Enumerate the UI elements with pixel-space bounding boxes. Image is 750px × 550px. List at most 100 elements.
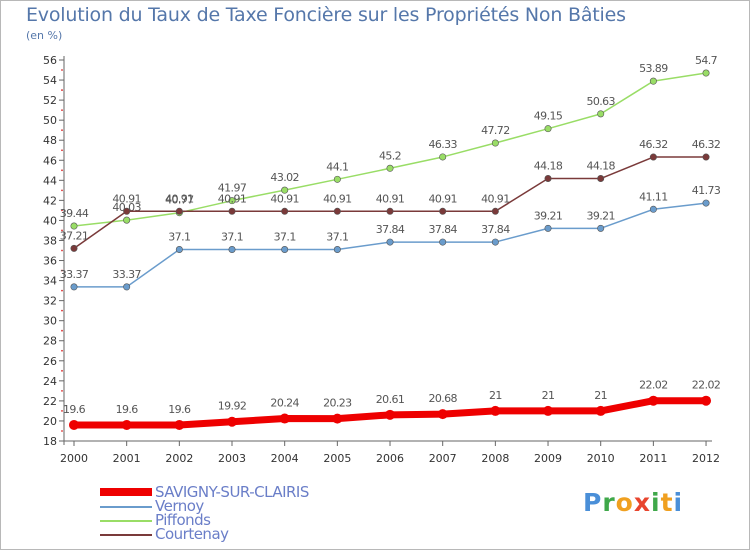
- legend-swatch-vernoy: [100, 506, 152, 508]
- data-point: [70, 283, 78, 291]
- legend-swatch-piffonds: [100, 520, 152, 522]
- y-tick-label: 22: [43, 395, 57, 408]
- data-point: [281, 186, 289, 194]
- legend-swatch-courtenay: [100, 534, 152, 536]
- y-axis-unit-label: (en %): [26, 29, 63, 42]
- y-tick-label: 56: [43, 54, 57, 67]
- logo-letter: i: [673, 488, 684, 517]
- data-point: [437, 409, 448, 420]
- data-label: 21: [594, 389, 607, 402]
- data-point: [228, 197, 236, 205]
- data-label: 40.77: [165, 194, 194, 207]
- logo-letter: P: [583, 488, 603, 517]
- data-label: 19.92: [218, 400, 247, 413]
- data-label: 39.44: [60, 207, 89, 220]
- data-point: [544, 175, 552, 183]
- logo-letter: r: [602, 488, 616, 517]
- data-point: [69, 419, 79, 430]
- data-label: 40.91: [481, 192, 510, 205]
- data-label: 49.15: [534, 110, 563, 123]
- y-minor-tick: [61, 89, 63, 91]
- data-point: [597, 224, 605, 232]
- data-label: 21: [542, 389, 555, 402]
- y-minor-tick: [61, 249, 63, 252]
- y-tick-label: 48: [43, 134, 57, 147]
- data-point: [597, 175, 605, 183]
- data-point: [281, 245, 289, 253]
- data-label: 41.11: [639, 190, 668, 203]
- data-label: 53.89: [639, 62, 668, 75]
- x-tick-label: 2010: [587, 452, 615, 465]
- y-minor-tick: [61, 410, 63, 412]
- data-point: [543, 405, 554, 416]
- data-point: [121, 419, 132, 430]
- x-tick-label: 2005: [323, 452, 351, 465]
- y-tick-label: 50: [43, 114, 57, 127]
- data-label: 20.23: [323, 397, 352, 410]
- data-point: [386, 238, 394, 246]
- y-tick-label: 46: [43, 154, 57, 167]
- y-tick-label: 54: [43, 74, 57, 87]
- data-point: [333, 175, 341, 183]
- data-label: 37.1: [221, 230, 243, 243]
- y-minor-tick: [61, 269, 63, 272]
- data-point: [491, 207, 499, 215]
- y-tick-label: 34: [43, 275, 57, 288]
- x-tick-label: 2011: [639, 452, 667, 465]
- y-minor-tick: [61, 69, 63, 71]
- data-label: 40.91: [165, 192, 194, 205]
- data-point: [595, 405, 606, 416]
- data-label: 37.1: [168, 230, 190, 243]
- proxiti-logo: Proxiti: [583, 488, 683, 517]
- data-label: 40.91: [112, 192, 141, 205]
- y-minor-tick: [61, 309, 63, 312]
- y-tick-label: 44: [43, 174, 57, 187]
- y-tick-label: 42: [43, 194, 57, 207]
- data-label: 37.84: [428, 223, 457, 236]
- data-point: [386, 207, 394, 215]
- data-label: 37.1: [326, 230, 348, 243]
- y-minor-tick: [61, 369, 63, 372]
- y-tick-label: 32: [43, 295, 57, 308]
- data-point: [648, 395, 659, 406]
- data-point: [123, 283, 131, 291]
- data-point: [491, 139, 499, 147]
- data-label: 40.91: [428, 192, 457, 205]
- data-label: 22.02: [692, 379, 721, 392]
- data-point: [597, 110, 605, 118]
- data-label: 41.97: [218, 182, 247, 195]
- data-label: 37.1: [274, 230, 296, 243]
- data-label: 20.61: [376, 393, 405, 406]
- data-point: [649, 205, 657, 213]
- data-label: 19.6: [168, 403, 191, 416]
- data-label: 40.91: [323, 192, 352, 205]
- data-label: 37.84: [376, 223, 405, 236]
- data-point: [174, 419, 185, 430]
- y-tick-label: 38: [43, 234, 57, 247]
- y-minor-tick: [61, 289, 63, 292]
- data-label: 50.63: [586, 95, 615, 108]
- y-tick-label: 24: [43, 375, 57, 388]
- y-tick-label: 36: [43, 255, 57, 268]
- data-label: 20.24: [270, 397, 299, 410]
- y-tick-label: 26: [43, 355, 57, 368]
- data-point: [123, 216, 131, 224]
- data-label: 33.37: [112, 268, 141, 281]
- data-label: 19.6: [116, 403, 139, 416]
- y-tick-label: 28: [43, 335, 57, 348]
- legend-swatch-savigny: [100, 488, 152, 496]
- data-point: [332, 413, 343, 424]
- y-minor-tick: [61, 209, 63, 212]
- y-tick-label: 20: [43, 415, 57, 428]
- data-point: [702, 153, 710, 161]
- x-tick-label: 2007: [429, 452, 457, 465]
- logo-letter: i: [651, 488, 661, 517]
- y-minor-tick: [61, 129, 63, 132]
- data-label: 40.91: [218, 192, 247, 205]
- data-label: 45.2: [379, 149, 401, 162]
- logo-letter: o: [615, 488, 634, 517]
- logo-letter: x: [633, 488, 651, 517]
- data-label: 40.91: [376, 192, 405, 205]
- data-point: [70, 222, 78, 230]
- legend-label-vernoy: Vernoy: [155, 497, 204, 515]
